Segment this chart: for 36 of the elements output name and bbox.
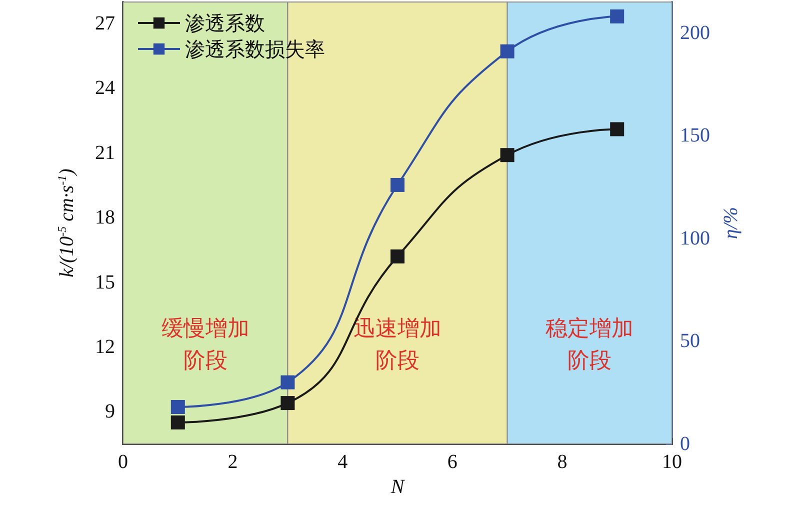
band-label: 缓慢增加阶段 xyxy=(161,316,250,374)
band-label: 稳定增加阶段 xyxy=(546,316,634,374)
y-tick-label: 12 xyxy=(95,336,115,358)
point xyxy=(500,44,514,58)
point xyxy=(280,396,295,410)
x-tick-label: 8 xyxy=(557,451,568,473)
y-tick-label: 15 xyxy=(95,271,115,294)
y2-tick-label: 150 xyxy=(680,124,710,147)
x-axis-title: N xyxy=(390,476,406,498)
point xyxy=(610,9,624,24)
x-tick-label: 2 xyxy=(228,451,238,473)
y-tick-label: 24 xyxy=(95,77,115,100)
x-tick-label: 4 xyxy=(338,451,348,473)
y2-tick-label: 100 xyxy=(680,227,710,250)
legend-label: 渗透系数损失率 xyxy=(185,37,325,61)
point xyxy=(170,400,185,414)
x-tick-label: 10 xyxy=(662,451,682,473)
point xyxy=(500,148,514,162)
x-tick-label: 6 xyxy=(447,451,458,473)
y2-tick-label: 0 xyxy=(680,433,690,455)
y-tick-label: 9 xyxy=(105,400,115,423)
x-tick-label: 0 xyxy=(118,451,128,473)
y-tick-label: 21 xyxy=(95,142,115,164)
y-tick-label: 18 xyxy=(95,206,115,229)
point xyxy=(390,249,404,264)
legend-label: 渗透系数 xyxy=(185,11,265,35)
point xyxy=(610,122,624,136)
y2-tick-label: 50 xyxy=(680,330,700,352)
band-label: 迅速增加阶段 xyxy=(354,316,442,374)
point xyxy=(280,375,295,390)
point xyxy=(390,178,404,192)
y2-axis-title: η/% xyxy=(720,206,742,240)
y-tick-label: 27 xyxy=(95,12,115,35)
y-axis-title: k/(10-5 cm·s-1) xyxy=(55,168,78,278)
y2-tick-label: 200 xyxy=(680,22,710,44)
point xyxy=(170,415,185,430)
